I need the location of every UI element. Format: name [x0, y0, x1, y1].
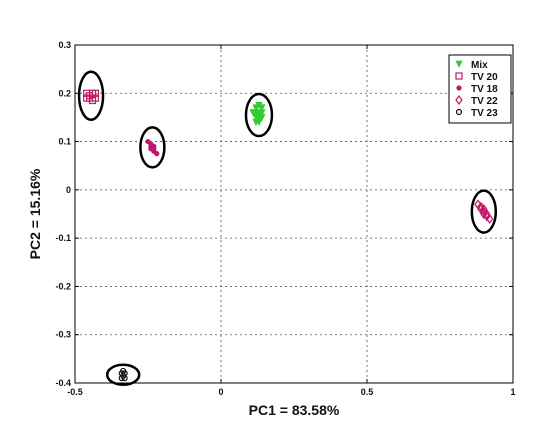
point-tv-23 — [120, 367, 127, 375]
point-tv-22 — [477, 201, 485, 212]
y-tick-label: 0.1 — [58, 137, 71, 147]
point-mix — [252, 118, 260, 127]
legend-marker — [455, 60, 463, 68]
y-axis-label: PC2 = 15.16% — [27, 168, 43, 259]
cluster-ellipses — [77, 70, 498, 387]
legend-marker — [456, 85, 462, 91]
cluster-ellipse — [244, 92, 274, 138]
point-tv-18 — [151, 146, 157, 152]
point-tv-22 — [485, 213, 494, 224]
y-tick-label: -0.3 — [55, 330, 71, 340]
y-tick-label: 0.2 — [58, 88, 71, 98]
x-axis-label: PC1 = 83.58% — [249, 402, 340, 418]
point-tv-23 — [121, 375, 128, 382]
point-tv-18 — [154, 151, 160, 157]
y-tick-label: -0.2 — [55, 281, 71, 291]
point-tv-22 — [480, 204, 488, 215]
legend-label: TV 23 — [471, 108, 498, 119]
point-tv-20 — [91, 89, 100, 97]
grid-lines — [75, 45, 513, 383]
legend-label: TV 20 — [471, 72, 498, 83]
point-mix — [252, 109, 260, 117]
point-tv-22 — [480, 209, 488, 219]
x-tick-label: 0 — [218, 387, 223, 397]
y-tick-label: 0 — [66, 185, 71, 195]
point-mix — [255, 101, 263, 110]
x-tick-label: -0.5 — [67, 387, 83, 397]
legend-marker — [455, 72, 463, 80]
legend-label: TV 22 — [471, 96, 498, 107]
point-mix — [258, 114, 266, 122]
legend-label: TV 18 — [471, 84, 498, 95]
y-tick-label: -0.1 — [55, 233, 71, 243]
point-tv-20 — [83, 94, 91, 102]
legend-marker — [455, 108, 463, 116]
data-points — [83, 89, 494, 382]
cluster-ellipse — [139, 126, 166, 169]
y-tick-label: 0.3 — [58, 40, 71, 50]
cluster-ellipse — [470, 189, 498, 234]
x-tick-label: 0.5 — [361, 387, 374, 397]
y-tick-label: -0.4 — [55, 378, 71, 388]
cluster-ellipse — [77, 70, 105, 121]
legend-label: Mix — [471, 60, 488, 71]
cluster-ellipse — [105, 363, 141, 387]
legend-marker — [455, 95, 463, 105]
plot-area — [74, 44, 514, 384]
axis-ticks: -0.5 0 0.5 1 0.3 0.2 0.1 0 -0.1 -0.2 -0.3 -0.4 — [55, 40, 515, 397]
x-tick-label: 1 — [510, 387, 515, 397]
point-tv-23 — [118, 375, 125, 382]
